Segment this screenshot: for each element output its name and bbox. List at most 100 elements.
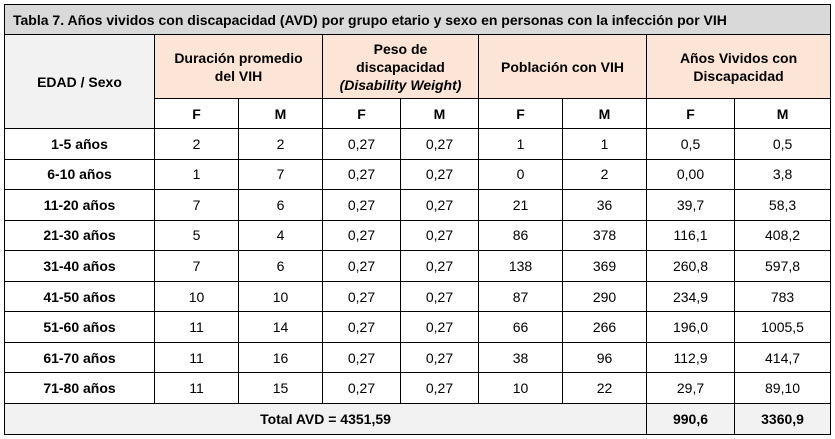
cell-peso-f: 0,27	[322, 341, 401, 374]
cell-pob-m: 36	[562, 189, 647, 221]
cell-pob-m: 1	[562, 128, 647, 160]
subheader-m: M	[238, 98, 323, 129]
cell-dur-m: 6	[238, 189, 323, 221]
cell-peso-f: 0,27	[322, 128, 401, 160]
cell-age: 31-40 años	[4, 250, 155, 282]
total-avd-f: 990,6	[646, 403, 735, 435]
cell-pob-m: 369	[562, 250, 647, 282]
cell-peso-m: 0,27	[400, 250, 479, 282]
cell-avd-m: 1005,5	[733, 311, 832, 343]
cell-peso-m: 0,27	[400, 311, 479, 343]
cell-age: 6-10 años	[4, 158, 155, 191]
header-edad-sexo: EDAD / Sexo	[4, 34, 155, 129]
cell-dur-f: 2	[154, 128, 239, 160]
cell-pob-f: 38	[478, 341, 563, 374]
cell-peso-f: 0,27	[322, 372, 401, 404]
cell-avd-m: 89,10	[733, 372, 832, 404]
cell-pob-f: 138	[478, 250, 563, 282]
cell-avd-m: 783	[733, 280, 832, 313]
cell-avd-f: 39,7	[646, 189, 735, 221]
cell-peso-f: 0,27	[322, 311, 401, 343]
cell-peso-f: 0,27	[322, 280, 401, 313]
cell-age: 61-70 años	[4, 341, 155, 374]
cell-pob-m: 290	[562, 280, 647, 313]
avd-table: Tabla 7. Años vividos con discapacidad (…	[3, 4, 832, 435]
total-label: Total AVD = 4351,59	[4, 403, 647, 435]
subheader-m: M	[733, 98, 832, 129]
table-row: 41-50 años 10 10 0,27 0,27 87 290 234,9 783	[4, 280, 832, 313]
cell-pob-f: 66	[478, 311, 563, 343]
cell-peso-m: 0,27	[400, 341, 479, 374]
cell-peso-m: 0,27	[400, 189, 479, 221]
cell-peso-f: 0,27	[322, 158, 401, 191]
cell-dur-f: 11	[154, 311, 239, 343]
cell-dur-m: 15	[238, 372, 323, 404]
cell-dur-m: 16	[238, 341, 323, 374]
total-row: Total AVD = 4351,59 990,6 3360,9	[4, 403, 832, 435]
cell-dur-f: 5	[154, 219, 239, 252]
header-duracion: Duración promedio del VIH	[154, 34, 323, 99]
cell-peso-f: 0,27	[322, 250, 401, 282]
subheader-f: F	[646, 98, 735, 129]
cell-avd-m: 414,7	[733, 341, 832, 374]
subheader-f: F	[154, 98, 239, 129]
cell-avd-m: 0,5	[733, 128, 832, 160]
cell-dur-m: 4	[238, 219, 323, 252]
cell-pob-m: 22	[562, 372, 647, 404]
cell-pob-f: 21	[478, 189, 563, 221]
header-avd: Años Vividos con Discapacidad	[645, 34, 832, 99]
cell-avd-f: 260,8	[646, 250, 735, 282]
cell-avd-f: 234,9	[646, 280, 735, 313]
cell-dur-m: 10	[238, 280, 323, 313]
cell-avd-f: 29,7	[646, 372, 735, 404]
cell-dur-f: 1	[154, 158, 239, 191]
cell-pob-f: 87	[478, 280, 563, 313]
cell-avd-f: 116,1	[646, 219, 735, 252]
cell-avd-m: 597,8	[733, 250, 832, 282]
cell-pob-m: 266	[562, 311, 647, 343]
cell-pob-f: 10	[478, 372, 563, 404]
cell-pob-m: 378	[562, 219, 647, 252]
table-row: 1-5 años 2 2 0,27 0,27 1 1 0,5 0,5	[4, 128, 832, 160]
table-row: 61-70 años 11 16 0,27 0,27 38 96 112,9 414,7	[4, 341, 832, 374]
cell-dur-f: 10	[154, 280, 239, 313]
cell-peso-m: 0,27	[400, 280, 479, 313]
table-title: Tabla 7. Años vividos con discapacidad (…	[3, 4, 832, 35]
cell-pob-f: 1	[478, 128, 563, 160]
cell-dur-m: 6	[238, 250, 323, 282]
cell-dur-f: 11	[154, 372, 239, 404]
cell-avd-m: 58,3	[733, 189, 832, 221]
subheader-m: M	[562, 98, 647, 129]
subheader-m: M	[400, 98, 479, 129]
cell-dur-f: 7	[154, 250, 239, 282]
cell-pob-m: 2	[562, 158, 647, 191]
cell-age: 71-80 años	[4, 372, 155, 404]
cell-dur-f: 11	[154, 341, 239, 374]
subheader-f: F	[478, 98, 563, 129]
cell-avd-f: 0,5	[646, 128, 735, 160]
cell-pob-f: 0	[478, 158, 563, 191]
cell-dur-f: 7	[154, 189, 239, 221]
cell-dur-m: 7	[238, 158, 323, 191]
table-row: 71-80 años 11 15 0,27 0,27 10 22 29,7 89,10	[4, 372, 832, 404]
cell-pob-m: 96	[562, 341, 647, 374]
cell-age: 41-50 años	[4, 280, 155, 313]
table-body: 1-5 años 2 2 0,27 0,27 1 1 0,5 0,5 6-10 años 1 7 0,2…	[4, 128, 832, 404]
cell-age: 11-20 años	[4, 189, 155, 221]
table-row: 21-30 años 5 4 0,27 0,27 86 378 116,1 408,2	[4, 219, 832, 252]
cell-peso-m: 0,27	[400, 219, 479, 252]
subheader-f: F	[322, 98, 401, 129]
cell-peso-m: 0,27	[400, 372, 479, 404]
cell-avd-m: 3,8	[733, 158, 832, 191]
cell-avd-f: 0,00	[646, 158, 735, 191]
cell-dur-m: 2	[238, 128, 323, 160]
header-peso: Peso de discapacidad (Disability Weight)	[322, 34, 479, 99]
cell-age: 51-60 años	[4, 311, 155, 343]
cell-avd-f: 112,9	[646, 341, 735, 374]
cell-dur-m: 14	[238, 311, 323, 343]
table-row: 11-20 años 7 6 0,27 0,27 21 36 39,7 58,3	[4, 189, 832, 221]
cell-avd-f: 196,0	[646, 311, 735, 343]
cell-peso-m: 0,27	[400, 128, 479, 160]
cell-avd-m: 408,2	[733, 219, 832, 252]
cell-peso-f: 0,27	[322, 219, 401, 252]
